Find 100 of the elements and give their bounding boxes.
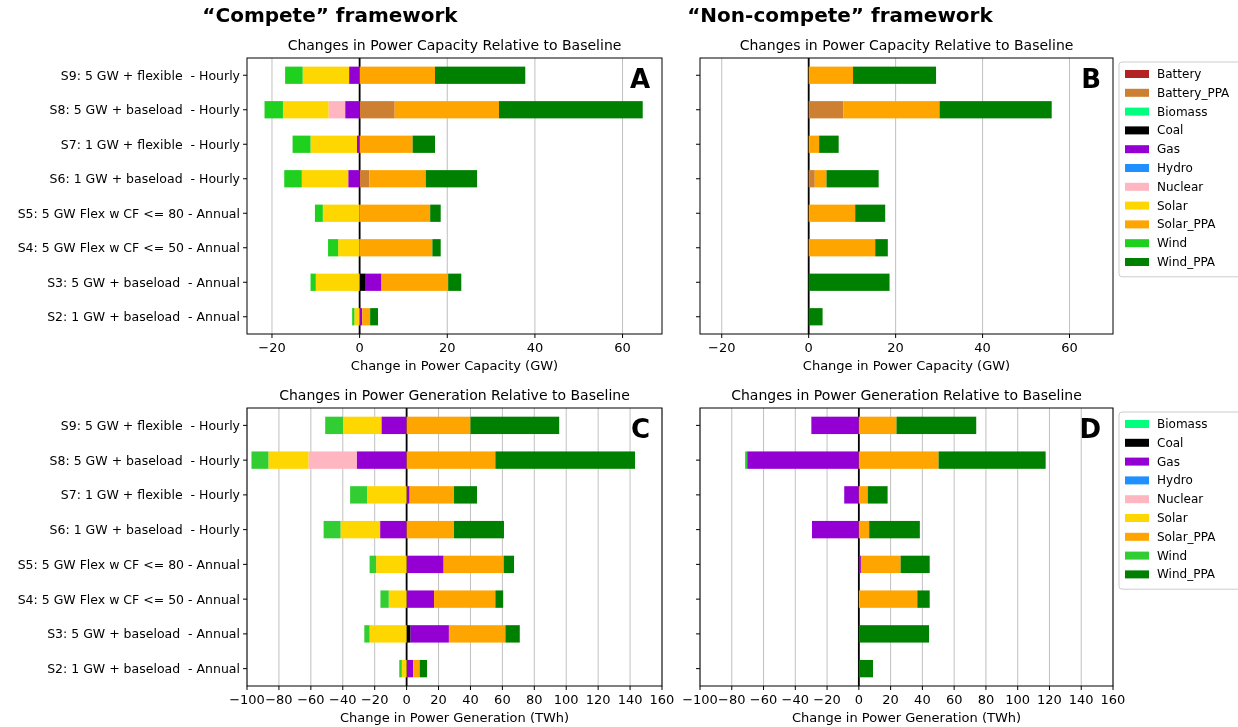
- legend-label: Wind: [1157, 548, 1188, 563]
- bar: [365, 273, 382, 291]
- x-axis-title: Change in Power Generation (TWh): [791, 710, 1022, 725]
- legend-label: Gas: [1157, 142, 1180, 157]
- bar: [443, 555, 504, 574]
- x-axis-title: Change in Power Capacity (GW): [350, 358, 559, 373]
- legend-label: Wind: [1157, 236, 1188, 251]
- x-axis-title: Change in Power Generation (TWh): [339, 710, 570, 725]
- bar: [381, 273, 449, 291]
- y-tick-label: S5: 5 GW Flex w CF <= 80 - Annual: [17, 556, 240, 572]
- bar: [359, 204, 431, 222]
- x-tick-label: 40: [974, 340, 991, 355]
- annotation: C: [630, 414, 650, 444]
- y-tick-label: S7: 1 GW + flexible - Hourly: [60, 487, 241, 503]
- bar: [345, 101, 360, 119]
- x-tick-label: 80: [526, 692, 543, 707]
- legend-label: Wind_PPA: [1157, 567, 1216, 582]
- y-tick-label: S6: 1 GW + baseload - Hourly: [49, 171, 241, 187]
- x-tick-label: −80: [718, 692, 746, 707]
- bar: [495, 451, 636, 469]
- bar: [359, 135, 413, 153]
- x-tick-label: −20: [258, 340, 286, 355]
- chart-title: Changes in Power Capacity Relative to Baseline: [287, 37, 622, 53]
- x-tick-label: −20: [813, 692, 841, 707]
- x-tick-label: −20: [708, 340, 736, 355]
- y-tick-label: S2: 1 GW + baseload - Annual: [47, 309, 240, 325]
- bar: [826, 170, 879, 188]
- bar: [388, 590, 407, 608]
- x-tick-label: −80: [265, 692, 293, 707]
- bar: [811, 416, 859, 435]
- bar: [843, 101, 940, 119]
- x-tick-label: 60: [945, 692, 963, 707]
- bar: [394, 101, 499, 119]
- chart-subtitle: “Compete” framework: [202, 3, 459, 27]
- y-tick-label: S9: 5 GW + flexible - Hourly: [60, 417, 241, 433]
- bar: [412, 135, 435, 153]
- bar: [285, 66, 303, 84]
- bar: [350, 486, 368, 504]
- y-tick-label: S3: 5 GW + baseload - Annual: [47, 626, 240, 642]
- bar: [284, 170, 302, 188]
- bar: [359, 239, 433, 257]
- bar: [858, 625, 930, 643]
- x-axis-title: Change in Power Capacity (GW): [802, 358, 1011, 373]
- x-tick-label: 60: [1061, 340, 1078, 355]
- x-tick-label: 40: [914, 692, 931, 707]
- legend-label: Biomass: [1157, 104, 1208, 119]
- bar: [855, 204, 886, 222]
- bar: [364, 625, 370, 643]
- bar: [808, 308, 823, 326]
- x-tick-label: 0: [402, 692, 411, 707]
- bar: [432, 239, 441, 257]
- legend-label: Solar: [1157, 198, 1188, 213]
- x-tick-label: −60: [749, 692, 778, 707]
- bar: [381, 416, 407, 435]
- bar: [808, 135, 820, 153]
- bar: [359, 66, 435, 84]
- bar: [503, 555, 515, 574]
- bar: [370, 308, 379, 326]
- bar: [409, 486, 455, 504]
- bar: [354, 308, 360, 326]
- bar: [401, 659, 407, 678]
- bar: [430, 204, 441, 222]
- x-tick-label: 120: [1037, 692, 1062, 707]
- chart-title: Changes in Power Generation Relative to Baseline: [731, 387, 1082, 403]
- bar: [900, 555, 930, 574]
- x-tick-label: 60: [494, 692, 511, 707]
- bar: [338, 239, 360, 257]
- bar: [268, 451, 309, 469]
- bar: [301, 170, 349, 188]
- bar: [875, 239, 888, 257]
- bar: [419, 659, 428, 678]
- x-tick-label: 100: [553, 692, 579, 707]
- bar: [413, 659, 420, 678]
- legend-label: Gas: [1157, 454, 1180, 469]
- bar: [808, 239, 876, 257]
- bar: [814, 170, 827, 188]
- bar: [406, 416, 471, 435]
- bar: [367, 486, 407, 504]
- legend-label: Nuclear: [1157, 492, 1204, 507]
- x-tick-label: 20: [430, 692, 447, 707]
- x-tick-label: 0: [355, 340, 364, 355]
- annotation: B: [1081, 64, 1101, 94]
- x-tick-label: 40: [462, 692, 479, 707]
- x-tick-label: 0: [804, 340, 813, 355]
- bar: [322, 204, 360, 222]
- bar: [448, 625, 506, 643]
- bar: [310, 135, 357, 153]
- chart-subtitle: “Non-compete” framework: [687, 3, 994, 27]
- bar: [808, 101, 844, 119]
- x-tick-label: −40: [781, 692, 810, 707]
- legend-label: Hydro: [1157, 473, 1193, 488]
- bar: [858, 555, 861, 574]
- legend-label: Coal: [1157, 435, 1184, 450]
- x-tick-label: 20: [887, 340, 904, 355]
- bar: [747, 451, 859, 469]
- x-tick-label: 40: [526, 340, 544, 355]
- bar: [325, 416, 344, 435]
- bar: [406, 486, 410, 504]
- bar: [308, 451, 357, 469]
- bar: [939, 101, 1052, 119]
